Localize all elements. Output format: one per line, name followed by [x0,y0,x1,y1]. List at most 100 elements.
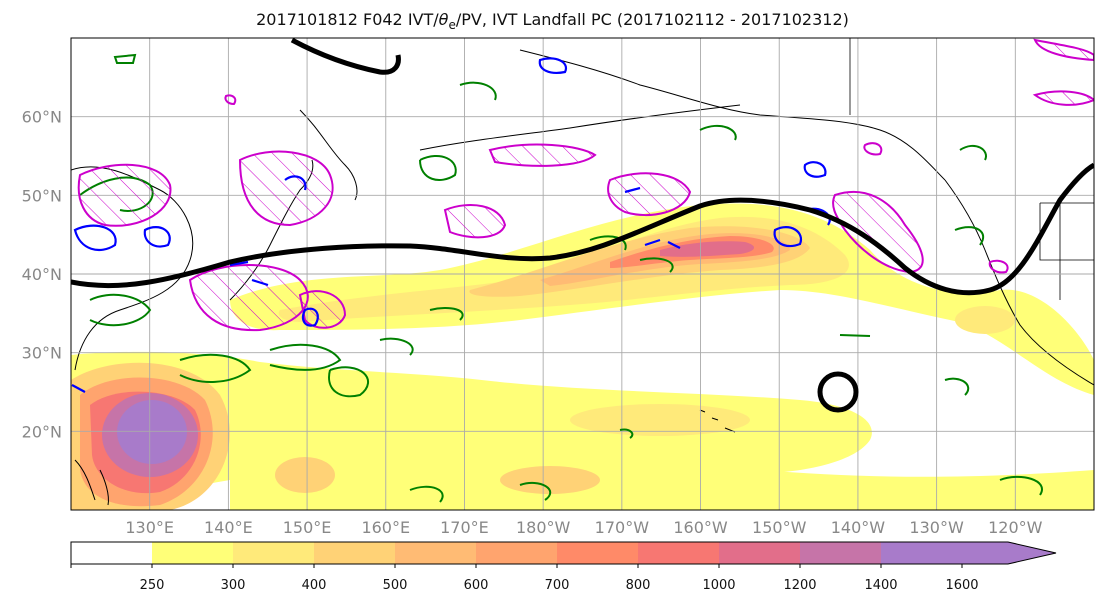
pv-contour [224,94,237,106]
lon-label: 130°E [125,518,174,537]
theta-e-contour [459,81,497,101]
lat-label: 40°N [22,265,62,284]
pv-neg-contour [538,57,568,74]
pv-contour [607,172,692,216]
pv-neg-contour [803,161,827,178]
lon-label: 130°W [909,518,964,537]
ivt-spot [275,457,335,493]
pv-contour [863,142,883,156]
colorbar-segment [152,542,234,564]
map-title: 2017101812 F042 IVT/θe/PV, IVT Landfall … [0,10,1105,32]
lon-label: 140°W [831,518,886,537]
colorbar-tick-label: 500 [383,578,408,593]
colorbar-segment [557,542,639,564]
kamchatka [299,109,358,201]
colorbar-segment [638,542,720,564]
theta-e-contour [839,334,871,337]
colorbar-tick-label: 800 [626,578,651,593]
lat-label: 20°N [22,422,62,441]
lat-label: 30°N [22,344,62,363]
title-suffix: /PV, IVT Landfall PC (2017102112 - 20171… [455,10,849,29]
colorbar-outline [70,541,1057,565]
ivt-spot [955,306,1015,334]
closed-contour [817,371,859,413]
lon-label: 170°E [440,518,489,537]
colorbar-segment [314,542,396,564]
colorbar-segment [71,542,153,564]
theta-e-contour [639,257,674,273]
black-contours [71,38,1094,413]
colorbar-tick-label: 300 [221,578,246,593]
us-states [1039,203,1094,300]
colorbar-tick-label: 1400 [864,578,897,593]
pv-negative-contours [71,57,831,393]
alaska-coast [519,49,946,181]
lat-label: 50°N [22,186,62,205]
colorbar-segment [233,542,315,564]
lon-label: 150°E [283,518,332,537]
colorbar-segment [719,542,801,564]
theta-e-contour [619,428,634,439]
lat-label: 60°N [22,108,62,127]
theta-e-contour [269,343,342,371]
pv-neg-contour [624,186,641,194]
map-frame [70,37,1095,511]
pv-contour [1033,38,1094,62]
philippines [74,459,109,506]
lon-label: 160°W [673,518,728,537]
title-prefix: 2017101812 F042 IVT/ [256,10,439,29]
colorbar-tick-label: 1000 [702,578,735,593]
lon-label: 180°W [516,518,571,537]
north-contour [290,38,401,75]
theta-e-contour [699,124,737,141]
theta-e-contour [944,377,970,396]
colorbar-tick-label: 250 [140,578,165,593]
map-plot-area [71,38,1094,510]
colorbar-tick-label: 1200 [783,578,816,593]
pv-neg-contour [773,226,803,248]
theta-e-contour [409,485,444,503]
colorbar-extend-arrow [962,542,1056,564]
theta-e-contour [379,337,414,356]
colorbar-tick-label: 400 [302,578,327,593]
theta-e-contour [113,53,137,64]
title-theta-sub: e [448,18,456,33]
theta-e-contour [89,293,152,327]
theta-e-contour [429,307,464,321]
title-theta: θ [438,10,449,29]
ivt-shading [71,203,1094,510]
pv-contour [443,204,507,239]
pv-contour [988,259,1009,274]
colorbar-segment [881,542,963,564]
lon-label: 140°E [204,518,253,537]
lon-label: 160°E [361,518,410,537]
pv-neg-contour [73,224,117,252]
lon-label: 150°W [752,518,807,537]
ivt-south-250 [230,451,1094,510]
pv-contour [77,163,172,227]
jet-contour [71,162,1094,296]
pv-contour [238,150,334,227]
colorbar-tick-label: 600 [464,578,489,593]
colorbar-segment [800,542,882,564]
borders [849,38,1094,300]
ivt-band-1000 [660,241,755,257]
colorbar-ticks: 250 300 400 500 600 700 800 1000 1200 1400 1600 [70,564,979,593]
ivt-spot [500,466,600,494]
pv-neg-contour [229,260,269,287]
colorbar-segment [476,542,558,564]
pv-neg-contour [644,238,681,249]
theta-e-contour [959,144,987,161]
colorbar [70,541,1057,565]
pv-positive-contours [77,38,1094,332]
theta-e-contour [328,366,370,398]
theta-e-contour [589,235,627,251]
theta-e-contour [519,481,552,501]
pv-neg-contour [71,384,86,393]
ivt-band-250 [230,203,1094,395]
theta-e-contour [179,353,252,383]
pv-neg-contour [143,226,171,248]
pv-neg-contour [301,307,319,327]
colorbar-tick-label: 1600 [945,578,978,593]
